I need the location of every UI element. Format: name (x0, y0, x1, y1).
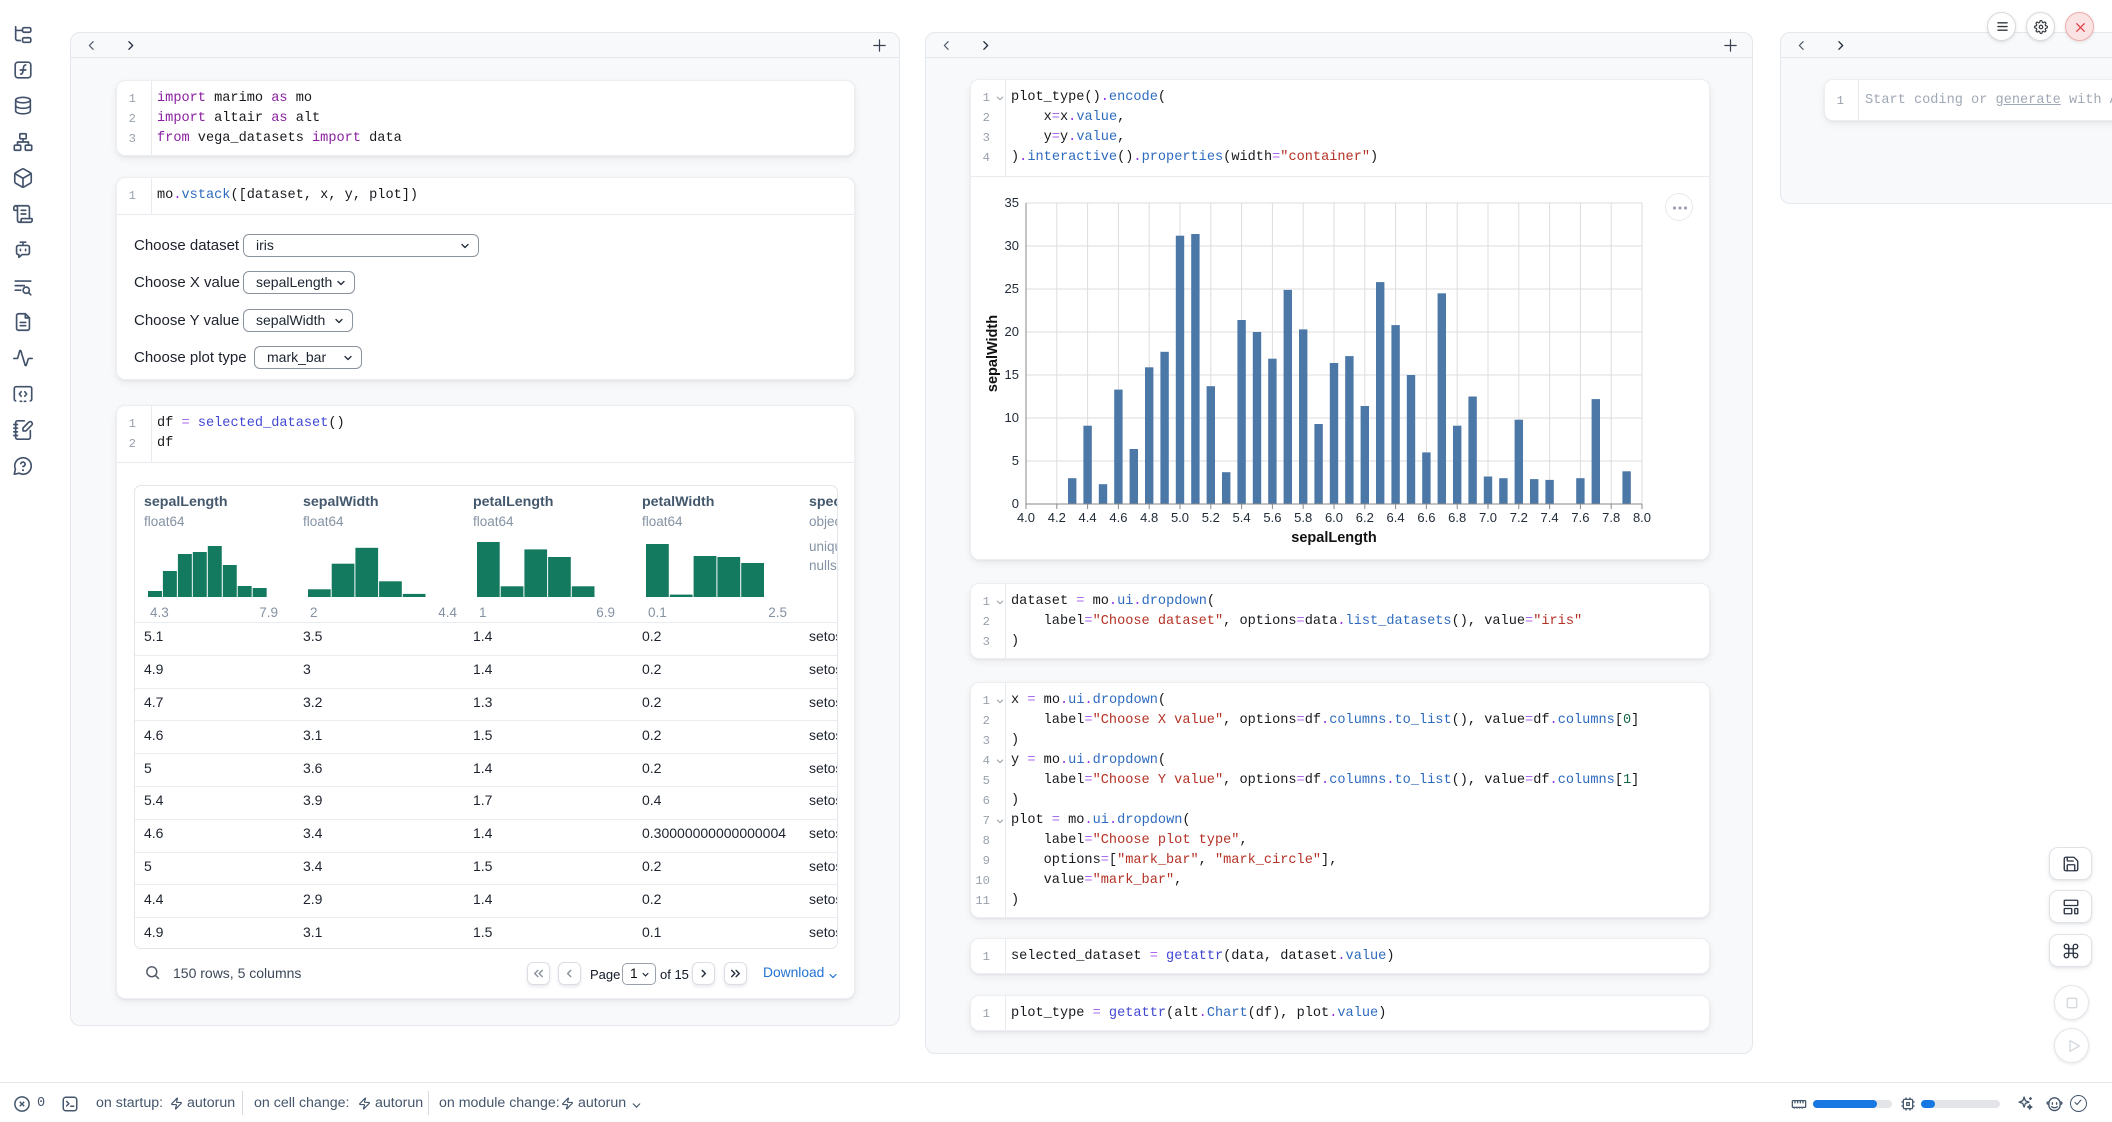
svg-text:7.2: 7.2 (1510, 510, 1528, 525)
svg-text:5.0: 5.0 (1171, 510, 1189, 525)
svg-text:6.8: 6.8 (1448, 510, 1466, 525)
svg-text:8.0: 8.0 (1633, 510, 1651, 525)
svg-text:4.6: 4.6 (1109, 510, 1127, 525)
svg-text:30: 30 (1005, 238, 1019, 253)
svg-text:6.4: 6.4 (1387, 510, 1405, 525)
svg-text:10: 10 (1005, 410, 1019, 425)
svg-text:4.0: 4.0 (1017, 510, 1035, 525)
svg-text:4.4: 4.4 (1079, 510, 1097, 525)
svg-text:15: 15 (1005, 367, 1019, 382)
svg-text:sepalLength: sepalLength (1291, 530, 1376, 546)
svg-text:35: 35 (1005, 195, 1019, 210)
svg-text:7.6: 7.6 (1571, 510, 1589, 525)
svg-text:5.4: 5.4 (1233, 510, 1251, 525)
svg-text:7.4: 7.4 (1541, 510, 1559, 525)
svg-text:5.8: 5.8 (1294, 510, 1312, 525)
svg-text:25: 25 (1005, 281, 1019, 296)
svg-text:6.0: 6.0 (1325, 510, 1343, 525)
svg-text:4.2: 4.2 (1048, 510, 1066, 525)
svg-text:7.8: 7.8 (1602, 510, 1620, 525)
svg-text:0: 0 (1012, 496, 1019, 511)
svg-text:4.8: 4.8 (1140, 510, 1158, 525)
svg-text:5.6: 5.6 (1263, 510, 1281, 525)
svg-text:5: 5 (1012, 453, 1019, 468)
svg-text:20: 20 (1005, 324, 1019, 339)
svg-text:7.0: 7.0 (1479, 510, 1497, 525)
svg-text:sepalWidth: sepalWidth (985, 315, 1001, 392)
svg-text:6.2: 6.2 (1356, 510, 1374, 525)
svg-text:6.6: 6.6 (1417, 510, 1435, 525)
svg-text:5.2: 5.2 (1202, 510, 1220, 525)
